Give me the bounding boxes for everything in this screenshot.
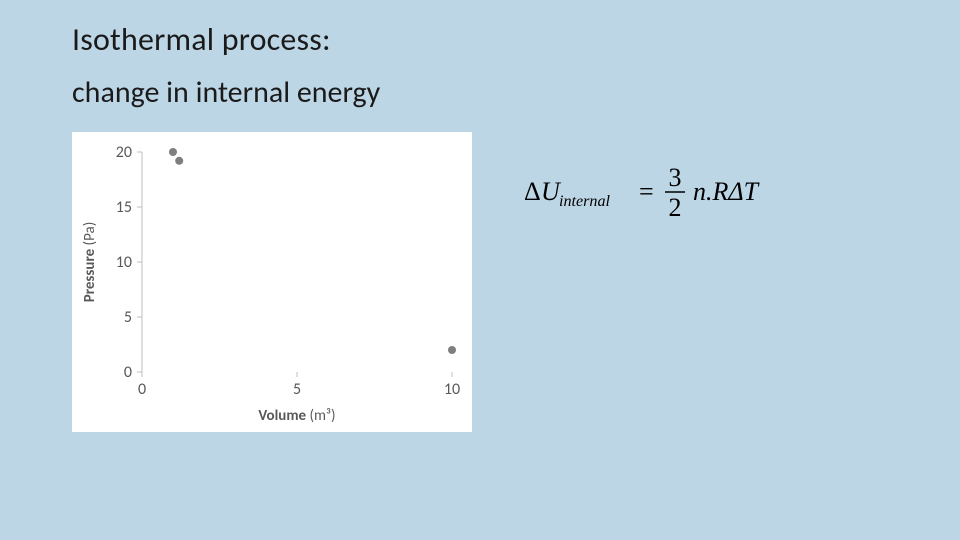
svg-text:2: 2 [669,193,682,222]
svg-text:n.RΔT: n.RΔT [693,177,760,206]
equation-svg: ΔUinternal=32n.RΔT [520,160,840,224]
pv-chart: 0 5 10 15 20 0 5 10 Pressure (Pa) Volume (m³) [72,132,472,432]
slide-title: Isothermal process: [72,20,331,59]
svg-text:10: 10 [116,253,132,272]
svg-text:0: 0 [138,380,146,399]
slide: Isothermal process: change in internal e… [0,0,960,540]
svg-text:15: 15 [116,198,132,217]
svg-text:3: 3 [669,163,682,192]
svg-text:=: = [639,177,654,206]
svg-text:5: 5 [124,308,132,327]
svg-text:5: 5 [293,380,301,399]
slide-subtitle: change in internal energy [72,74,380,111]
svg-text:internal: internal [559,193,611,210]
svg-text:Pressure (Pa): Pressure (Pa) [81,222,99,303]
svg-text:0: 0 [124,363,132,382]
svg-text:Δ: Δ [524,177,541,206]
pv-chart-svg: 0 5 10 15 20 0 5 10 Pressure (Pa) Volume (m³) [72,132,472,432]
svg-text:20: 20 [116,143,132,162]
svg-text:10: 10 [444,380,460,399]
svg-text:Volume (m³): Volume (m³) [258,407,335,425]
internal-energy-equation: ΔUinternal=32n.RΔT [520,160,840,224]
